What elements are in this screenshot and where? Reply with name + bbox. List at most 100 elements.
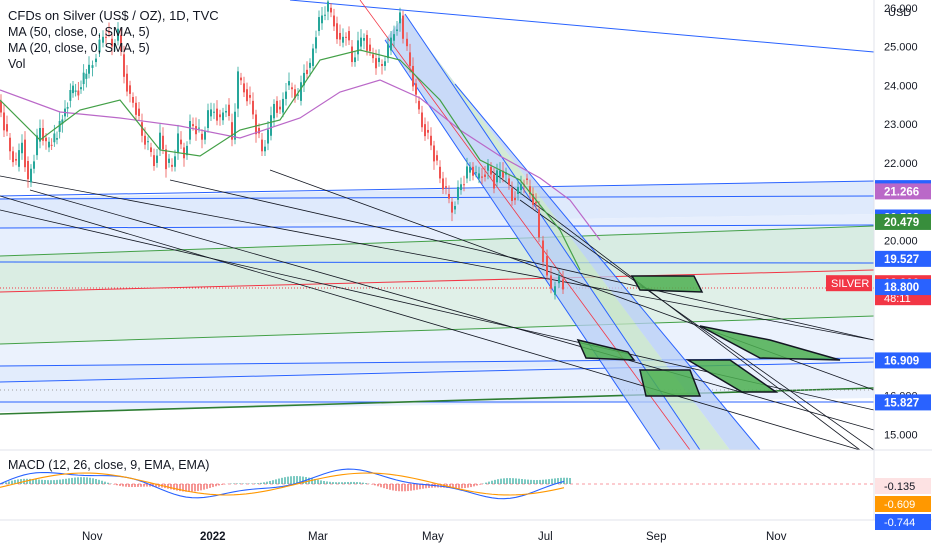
candle-body — [249, 95, 251, 98]
macd-hist-bar — [476, 484, 478, 486]
macd-hist-bar — [350, 482, 352, 484]
macd-hist-bar — [512, 478, 514, 484]
macd-hist-bar — [353, 482, 355, 484]
macd-hist-bar — [281, 478, 283, 484]
macd-hist-bar — [44, 480, 46, 484]
macd-hist-bar — [263, 482, 265, 484]
macd-hist-bar — [569, 478, 571, 484]
candle-body — [216, 109, 218, 121]
candle-body — [351, 47, 353, 63]
macd-hist-bar — [122, 484, 124, 486]
symbol-line[interactable]: CFDs on Silver (US$ / OZ), 1D, TVC — [8, 8, 219, 24]
macd-hist-bar — [203, 484, 205, 490]
macd-tag--0.135: -0.135 — [884, 481, 915, 493]
macd-hist-bar — [485, 483, 487, 484]
candle-body — [511, 188, 513, 201]
candle-body — [162, 136, 164, 150]
candle-body — [466, 166, 468, 178]
macd-hist-bar — [119, 484, 121, 486]
macd-legend[interactable]: MACD (12, 26, close, 9, EMA, EMA) — [8, 458, 209, 472]
candle-body — [225, 111, 227, 113]
ma20-legend[interactable]: MA (20, close, 0, SMA, 5) — [8, 40, 219, 56]
macd-hist-bar — [344, 482, 346, 484]
macd-hist-bar — [458, 484, 460, 488]
y-tick-24.000: 24.000 — [884, 80, 918, 92]
macd-hist-bar — [278, 479, 280, 484]
macd-hist-bar — [293, 476, 295, 484]
price-tag-19.527: 19.527 — [884, 254, 919, 266]
macd-hist-bar — [530, 480, 532, 484]
macd-hist-bar — [566, 478, 568, 484]
macd-hist-bar — [83, 477, 85, 484]
candle-body — [132, 97, 134, 103]
candle-body — [261, 140, 263, 152]
candle-body — [12, 151, 14, 162]
candle-body — [80, 87, 82, 89]
candle-body — [255, 114, 257, 134]
candle-body — [213, 112, 215, 113]
candle-body — [219, 114, 221, 117]
ma50-legend[interactable]: MA (50, close, 0, SMA, 5) — [8, 24, 219, 40]
candle-body — [412, 66, 414, 87]
macd-hist-bar — [521, 479, 523, 484]
macd-hist-bar — [59, 480, 61, 484]
x-tick-Nov: Nov — [82, 531, 103, 543]
macd-hist-bar — [107, 483, 109, 484]
macd-hist-bar — [554, 478, 556, 484]
top-trendline — [290, 0, 874, 52]
macd-hist-bar — [401, 484, 403, 491]
candle-body — [138, 109, 140, 116]
macd-hist-bar — [362, 483, 364, 484]
macd-hist-bar — [41, 480, 43, 484]
candle-body — [234, 112, 236, 140]
candle-body — [366, 35, 368, 51]
macd-hist-bar — [269, 481, 271, 484]
candle-body — [183, 147, 185, 158]
macd-hist-bar — [329, 482, 331, 484]
macd-hist-bar — [395, 484, 397, 491]
candle-body — [288, 81, 290, 85]
candle-body — [439, 167, 441, 179]
macd-hist-bar — [8, 481, 10, 484]
macd-hist-bar — [47, 480, 49, 484]
macd-hist-bar — [551, 479, 553, 484]
macd-hist-bar — [311, 478, 313, 484]
macd-hist-bar — [98, 480, 100, 484]
candle-body — [402, 16, 404, 39]
candle-body — [508, 178, 510, 185]
candle-body — [264, 147, 266, 152]
candle-body — [463, 184, 465, 185]
macd-pane — [0, 469, 874, 499]
candle-body — [399, 12, 401, 23]
y-tick-20.000: 20.000 — [884, 236, 918, 248]
macd-hist-bar — [50, 480, 52, 484]
y-tick-25.000: 25.000 — [884, 42, 918, 54]
macd-hist-bar — [461, 484, 463, 488]
macd-hist-bar — [35, 479, 37, 484]
macd-hist-bar — [284, 477, 286, 484]
candle-body — [24, 140, 26, 168]
symbol-tag: SILVER — [831, 278, 869, 290]
candle-body — [198, 128, 200, 129]
macd-hist-bar — [11, 481, 13, 484]
macd-hist-bar — [92, 478, 94, 484]
candle-body — [546, 256, 548, 275]
candle-body — [165, 149, 167, 169]
macd-hist-bar — [170, 484, 172, 489]
candle-body — [189, 121, 191, 140]
candle-body — [378, 58, 380, 62]
vol-legend[interactable]: Vol — [8, 56, 219, 72]
candle-body — [135, 103, 137, 115]
candle-body — [345, 37, 347, 38]
macd-hist-bar — [128, 484, 130, 487]
candle-body — [360, 38, 362, 47]
macd-hist-bar — [137, 484, 139, 487]
candle-body — [538, 209, 540, 237]
macd-hist-bar — [212, 484, 214, 487]
macd-hist-bar — [563, 478, 565, 484]
candle-body — [51, 145, 53, 146]
candle-body — [333, 16, 335, 27]
macd-hist-bar — [545, 479, 547, 484]
candle-body — [558, 276, 560, 283]
candle-body — [237, 71, 239, 108]
